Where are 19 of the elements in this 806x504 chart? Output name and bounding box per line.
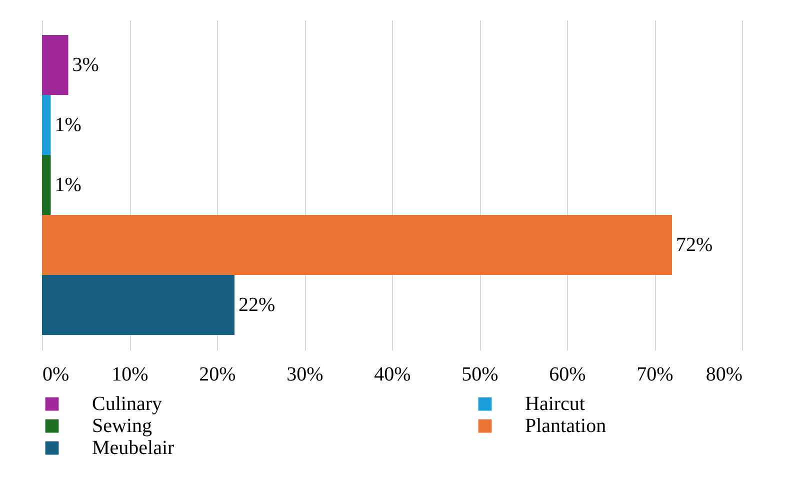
data-label: 3% [72,54,99,76]
legend-label: Meubelair [92,437,175,459]
data-label: 22% [238,294,276,316]
x-tick-label: 50% [462,364,498,386]
legend-label: Culinary [92,393,162,415]
x-tick-label: 40% [374,364,411,386]
x-tick-label: 60% [549,364,586,386]
x-tick-label: 20% [199,364,236,386]
x-tick-label: 30% [286,364,324,386]
legend-label: Sewing [92,415,152,437]
x-tick-label: 70% [636,364,674,386]
data-label: 1% [54,174,82,196]
data-label: 72% [676,234,713,256]
data-label: 1% [54,114,82,136]
x-tick-label: 80% [706,364,742,386]
legend-label: Haircut [525,393,586,415]
legend-label: Plantation [525,415,606,437]
x-tick-label: 10% [112,364,148,386]
x-tick-label: 0% [42,364,70,386]
